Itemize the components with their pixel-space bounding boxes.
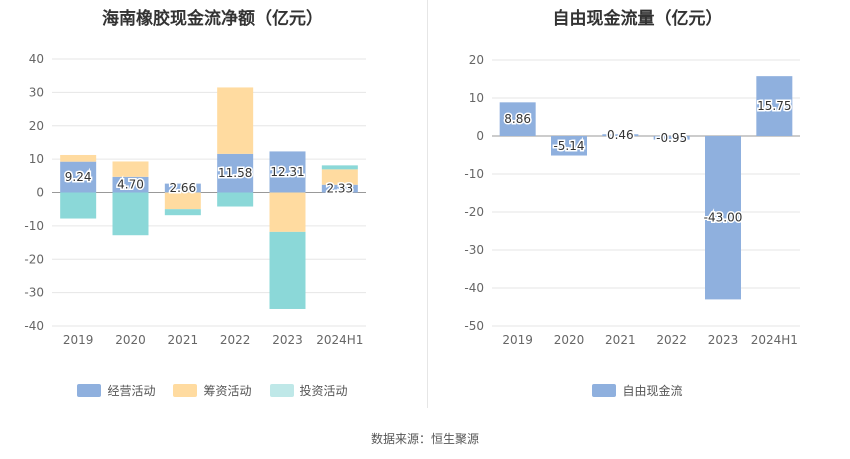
bar-3: [60, 192, 97, 219]
bar-2: [321, 169, 358, 185]
y-tick-label: -40: [464, 281, 484, 295]
bar-2: [60, 154, 97, 162]
x-tick-label: 2023: [272, 333, 303, 347]
bar-3: [164, 209, 201, 216]
legend-label-free-cash-flow: 自由现金流: [622, 384, 683, 398]
x-tick-label: 2024H1: [751, 333, 798, 347]
left-chart-panel: 海南橡胶现金流净额（亿元） 40 30 20 10 0 -10 -20 -30 -40 2019 2…: [0, 0, 425, 410]
data-label: 9.24: [65, 170, 92, 184]
right-chart-title: 自由现金流量（亿元）: [552, 9, 723, 29]
bar-3: [269, 231, 306, 309]
bar-1: [756, 76, 793, 136]
x-tick-label: 2019: [63, 333, 94, 347]
y-tick-label: -20: [24, 252, 44, 266]
data-label: 2.66: [169, 181, 196, 195]
y-tick-label: 10: [469, 91, 484, 105]
data-label: -43.00: [704, 211, 743, 225]
y-tick-label: -20: [464, 205, 484, 219]
y-tick-label: -40: [24, 319, 44, 333]
bar-1: [60, 161, 97, 193]
bar-2: [269, 192, 306, 232]
y-tick-label: -30: [464, 243, 484, 257]
data-label: 4.70: [117, 178, 144, 192]
left-chart-title: 海南橡胶现金流净额（亿元）: [102, 9, 323, 29]
y-tick-label: 40: [29, 52, 44, 66]
y-tick-label: 0: [476, 129, 484, 143]
bar-3: [321, 165, 358, 170]
y-tick-label: 30: [29, 85, 44, 99]
x-tick-label: 2021: [605, 333, 636, 347]
bar-1: [269, 151, 306, 193]
data-label: 0.46: [607, 128, 634, 142]
legend-item-operating[interactable]: 经营活动: [77, 382, 155, 399]
data-source-note: 数据来源：恒生聚源: [370, 432, 479, 446]
right-chart-legend: 自由现金流: [425, 382, 850, 399]
left-chart-legend: 经营活动 筹资活动 投资活动: [0, 382, 425, 399]
bar-1: [653, 136, 690, 140]
x-tick-label: 2023: [708, 333, 739, 347]
panel-divider: [427, 0, 428, 408]
legend-swatch-operating: [77, 384, 102, 397]
x-tick-label: 2022: [220, 333, 251, 347]
bar-1: [112, 176, 149, 193]
x-tick-label: 2019: [502, 333, 533, 347]
bar-1: [164, 183, 201, 193]
legend-label-operating: 经营活动: [107, 384, 156, 398]
bar-2: [217, 87, 254, 154]
x-tick-label: 2024H1: [316, 333, 363, 347]
x-tick-label: 2020: [115, 333, 146, 347]
bar-2: [112, 161, 149, 177]
legend-label-financing: 筹资活动: [203, 384, 252, 398]
left-chart-svg: 40 30 20 10 0 -10 -20 -30 -40 2019 2020 2021 2022 202…: [24, 52, 366, 347]
x-tick-label: 2021: [168, 333, 199, 347]
bar-1: [217, 153, 254, 193]
data-label: -5.14: [553, 139, 584, 153]
y-tick-label: -10: [24, 219, 44, 233]
data-label: 15.75: [757, 99, 791, 113]
right-chart-panel: 自由现金流量（亿元） 20 10 0 -10 -20 -30 -40 -50 2019 2020 2…: [425, 0, 850, 410]
data-label: 8.86: [504, 112, 531, 126]
data-label: -0.95: [656, 131, 687, 145]
bar-1: [551, 136, 587, 156]
legend-item-investing[interactable]: 投资活动: [269, 382, 348, 399]
y-tick-label: 20: [469, 53, 484, 67]
y-tick-label: 0: [36, 186, 44, 200]
x-tick-label: 2020: [554, 333, 585, 347]
bar-1: [705, 136, 741, 300]
bar-2: [164, 192, 201, 210]
data-label: 2.33: [326, 182, 353, 196]
legend-swatch-investing: [269, 384, 294, 397]
y-tick-label: -10: [464, 167, 484, 181]
legend-swatch-financing: [173, 384, 198, 397]
bar-1: [602, 134, 639, 136]
legend-item-financing[interactable]: 筹资活动: [173, 382, 252, 399]
bar-1: [321, 184, 358, 193]
right-chart-svg: 20 10 0 -10 -20 -30 -40 -50 2019 2020 2021 2022 2023…: [464, 53, 800, 347]
bar-3: [217, 192, 254, 207]
data-label: 12.31: [270, 165, 304, 179]
legend-item-free-cash-flow[interactable]: 自由现金流: [592, 382, 683, 399]
y-tick-label: 10: [29, 152, 44, 166]
bar-3: [112, 192, 149, 236]
bar-1: [499, 102, 536, 136]
y-tick-label: 20: [29, 119, 44, 133]
y-tick-label: -50: [464, 319, 484, 333]
data-label: 11.58: [218, 166, 252, 180]
legend-label-investing: 投资活动: [299, 384, 348, 398]
y-tick-label: -30: [24, 286, 44, 300]
x-tick-label: 2022: [656, 333, 687, 347]
legend-swatch-free-cash-flow: [592, 384, 617, 397]
